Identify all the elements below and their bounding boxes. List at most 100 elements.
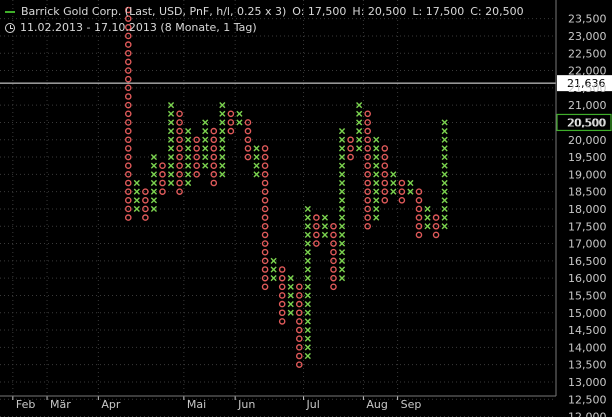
o-mark bbox=[176, 136, 183, 144]
x-mark-stroke bbox=[338, 231, 346, 238]
o-mark bbox=[244, 153, 252, 161]
x-mark-stroke bbox=[356, 136, 363, 143]
o-mark bbox=[415, 196, 423, 204]
ohlc-close: C: 20,500 bbox=[470, 5, 524, 18]
x-mark-stroke bbox=[441, 223, 448, 230]
y-tick-label: 16,500 bbox=[568, 255, 607, 268]
x-mark bbox=[441, 188, 448, 195]
x-mark bbox=[338, 249, 346, 256]
x-mark-stroke bbox=[150, 179, 158, 187]
o-mark bbox=[295, 361, 303, 368]
o-mark bbox=[176, 145, 183, 152]
x-mark bbox=[338, 162, 346, 169]
grid bbox=[0, 0, 556, 417]
o-mark bbox=[261, 205, 269, 213]
x-mark bbox=[356, 110, 363, 117]
o-mark bbox=[210, 162, 218, 169]
x-mark-stroke bbox=[304, 318, 311, 325]
o-mark bbox=[295, 309, 303, 317]
o-mark bbox=[261, 283, 269, 291]
x-mark-stroke bbox=[185, 179, 192, 187]
x-tick-label: Jul bbox=[306, 398, 320, 411]
x-mark-stroke bbox=[202, 162, 209, 169]
x-mark bbox=[270, 257, 277, 264]
x-mark-stroke bbox=[185, 171, 192, 178]
x-mark bbox=[150, 197, 158, 204]
x-mark-stroke bbox=[304, 231, 311, 238]
x-mark bbox=[338, 171, 346, 178]
x-mark bbox=[185, 179, 192, 187]
o-mark bbox=[261, 248, 269, 256]
x-mark-stroke bbox=[167, 153, 175, 161]
x-mark-stroke bbox=[338, 205, 346, 213]
x-mark-stroke bbox=[133, 205, 140, 213]
x-mark bbox=[373, 179, 380, 187]
x-mark bbox=[167, 145, 175, 152]
o-mark bbox=[176, 162, 183, 169]
o-mark bbox=[347, 153, 354, 161]
x-mark bbox=[338, 266, 346, 273]
o-mark bbox=[124, 67, 132, 74]
x-mark-stroke bbox=[185, 153, 192, 161]
y-axis: 12,000 12,500 13,000 13,500 14,000 14,500 15,0… bbox=[555, 0, 607, 417]
ohlc-high: H: 20,500 bbox=[352, 5, 407, 18]
x-mark-stroke bbox=[304, 344, 311, 351]
o-mark bbox=[330, 257, 337, 265]
o-mark bbox=[244, 145, 252, 152]
x-mark-stroke bbox=[441, 128, 448, 135]
o-mark bbox=[159, 162, 166, 169]
x-mark bbox=[150, 205, 158, 213]
x-mark-stroke bbox=[133, 188, 140, 195]
o-mark bbox=[159, 179, 166, 187]
x-mark-stroke bbox=[304, 275, 311, 282]
x-mark bbox=[304, 275, 311, 282]
x-mark-stroke bbox=[304, 301, 311, 308]
o-mark bbox=[381, 145, 389, 152]
x-mark-stroke bbox=[219, 119, 226, 126]
x-mark-stroke bbox=[338, 128, 346, 135]
x-mark-stroke bbox=[373, 136, 380, 143]
o-mark bbox=[415, 231, 423, 239]
o-mark bbox=[176, 119, 183, 126]
x-mark bbox=[167, 128, 175, 135]
x-mark-stroke bbox=[441, 145, 448, 152]
x-mark bbox=[219, 119, 226, 126]
o-mark bbox=[193, 153, 200, 161]
o-mark bbox=[364, 119, 371, 126]
x-mark bbox=[321, 223, 329, 230]
o-mark bbox=[124, 49, 132, 57]
y-tick-label: 13,500 bbox=[568, 359, 607, 372]
x-mark bbox=[338, 128, 346, 135]
o-mark bbox=[261, 257, 269, 265]
o-mark bbox=[124, 145, 132, 152]
x-mark-stroke bbox=[236, 110, 243, 117]
x-mark bbox=[167, 179, 175, 187]
x-mark-stroke bbox=[373, 197, 380, 204]
x-mark bbox=[441, 136, 448, 143]
x-mark-stroke bbox=[219, 171, 226, 178]
x-mark bbox=[167, 162, 175, 169]
o-mark bbox=[142, 188, 149, 195]
o-mark bbox=[295, 326, 303, 334]
x-mark bbox=[373, 145, 380, 152]
o-mark bbox=[176, 171, 183, 178]
x-mark bbox=[219, 128, 226, 135]
x-mark bbox=[338, 231, 346, 238]
o-mark bbox=[313, 222, 320, 230]
x-mark-stroke bbox=[407, 179, 414, 187]
x-mark-stroke bbox=[253, 145, 260, 152]
x-mark-stroke bbox=[304, 240, 311, 247]
x-mark-stroke bbox=[150, 188, 158, 195]
x-mark-stroke bbox=[270, 257, 277, 264]
x-mark bbox=[338, 223, 346, 230]
y-tick-label: 17,000 bbox=[568, 238, 607, 251]
o-mark bbox=[278, 274, 286, 282]
o-mark bbox=[124, 179, 132, 187]
x-mark-stroke bbox=[356, 128, 363, 135]
x-mark bbox=[202, 162, 209, 169]
x-mark-stroke bbox=[373, 145, 380, 152]
o-mark bbox=[142, 196, 149, 204]
o-mark bbox=[244, 119, 252, 126]
o-mark bbox=[330, 222, 337, 230]
